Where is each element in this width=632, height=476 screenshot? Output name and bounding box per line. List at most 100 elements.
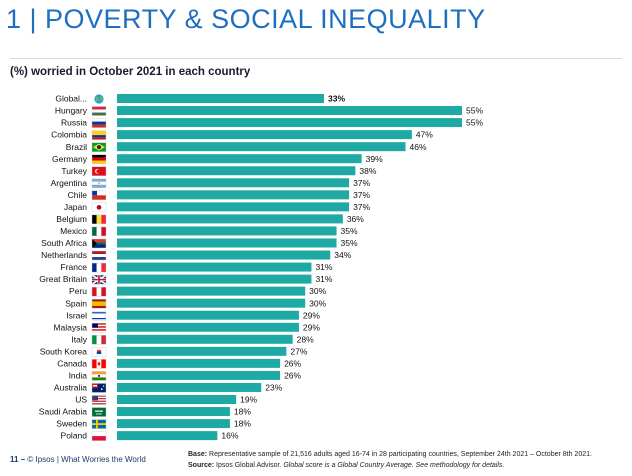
page-separator: – <box>20 455 26 464</box>
category-label-belgium: Belgium <box>56 214 87 224</box>
bar-chile <box>117 190 350 200</box>
category-label-india: India <box>69 371 88 381</box>
value-label-south-korea: 27% <box>290 346 307 356</box>
germany-flag-icon <box>91 154 107 164</box>
bar-mexico <box>117 226 337 236</box>
category-label-great-britain: Great Britain <box>39 274 87 284</box>
bar-sweden <box>117 419 230 429</box>
bar-belgium <box>117 214 343 224</box>
category-label-brazil: Brazil <box>66 142 87 152</box>
page-number: 11 <box>10 455 19 464</box>
value-label-sweden: 18% <box>234 419 251 429</box>
value-label-spain: 30% <box>309 298 326 308</box>
category-label-argentina: Argentina <box>51 178 88 188</box>
colombia-flag-icon <box>91 130 107 140</box>
value-label-chile: 37% <box>353 190 370 200</box>
bar-russia <box>117 118 462 128</box>
chart-subtitle: (%) worried in October 2021 in each coun… <box>10 66 251 78</box>
source-label: Source: <box>188 462 215 469</box>
bar-south-korea <box>117 346 287 356</box>
value-label-south-africa: 35% <box>341 238 358 248</box>
value-label-israel: 29% <box>303 310 320 320</box>
bar-canada <box>117 358 281 368</box>
bar-italy <box>117 334 293 344</box>
category-label-japan: Japan <box>64 202 87 212</box>
category-label-mexico: Mexico <box>60 226 87 236</box>
category-label-peru: Peru <box>69 286 87 296</box>
value-label-global: 33% <box>328 94 345 104</box>
south-korea-flag-icon <box>91 347 107 357</box>
turkey-flag-icon <box>91 166 107 176</box>
brand-text: © Ipsos | What Worries the World <box>27 455 146 464</box>
us-flag-icon <box>91 395 107 405</box>
value-label-italy: 28% <box>297 334 314 344</box>
category-label-israel: Israel <box>66 310 87 320</box>
value-label-peru: 30% <box>309 286 326 296</box>
value-label-germany: 39% <box>366 154 383 164</box>
australia-flag-icon <box>91 383 107 393</box>
bar-japan <box>117 202 350 212</box>
base-note: Base: Representative sample of 21,516 ad… <box>188 449 592 460</box>
value-label-brazil: 46% <box>410 142 427 152</box>
italy-flag-icon <box>91 335 107 345</box>
bar-great-britain <box>117 274 312 284</box>
bar-australia <box>117 382 262 392</box>
category-label-hungary: Hungary <box>55 106 88 116</box>
value-label-mexico: 35% <box>341 226 358 236</box>
value-label-colombia: 47% <box>416 130 433 140</box>
poland-flag-icon <box>91 431 107 441</box>
value-label-france: 31% <box>315 262 332 272</box>
header-divider <box>10 58 622 59</box>
value-label-poland: 16% <box>221 431 238 441</box>
bar-peru <box>117 286 306 296</box>
bar-colombia <box>117 130 412 140</box>
brazil-flag-icon <box>91 142 107 152</box>
value-label-netherlands: 34% <box>334 250 351 260</box>
bar-argentina <box>117 178 350 188</box>
footer-notes: Base: Representative sample of 21,516 ad… <box>188 449 592 471</box>
japan-flag-icon <box>91 202 107 213</box>
category-label-us: US <box>75 395 87 405</box>
category-label-spain: Spain <box>65 298 87 308</box>
value-label-australia: 23% <box>265 383 282 393</box>
bar-saudi-arabia <box>117 407 230 417</box>
bar-poland <box>117 431 218 441</box>
bar-brazil <box>117 142 406 152</box>
saudi-arabia-flag-icon <box>91 407 107 417</box>
category-label-malaysia: Malaysia <box>53 322 87 332</box>
value-label-argentina: 37% <box>353 178 370 188</box>
value-label-turkey: 38% <box>359 166 376 176</box>
globe-icon <box>94 94 104 104</box>
hungary-flag-icon <box>91 106 107 116</box>
argentina-flag-icon <box>91 178 107 188</box>
base-text: Representative sample of 21,516 adults a… <box>209 451 592 458</box>
value-label-india: 26% <box>284 371 301 381</box>
russia-flag-icon <box>91 118 107 128</box>
bar-germany <box>117 154 362 164</box>
malaysia-flag-icon <box>91 323 107 333</box>
bar-global <box>117 94 324 103</box>
value-label-hungary: 55% <box>466 106 483 116</box>
bar-france <box>117 262 312 272</box>
bar-hungary <box>117 106 462 116</box>
chile-flag-icon <box>91 190 107 201</box>
category-label-russia: Russia <box>61 118 87 128</box>
value-label-saudi-arabia: 18% <box>234 407 251 417</box>
bar-south-africa <box>117 238 337 248</box>
category-label-chile: Chile <box>68 190 88 200</box>
footer-brand: 11 – © Ipsos | What Worries the World <box>10 455 146 464</box>
bar-israel <box>117 310 299 320</box>
source-note: Source: Ipsos Global Advisor. Global sco… <box>188 460 592 471</box>
category-label-turkey: Turkey <box>61 166 87 176</box>
canada-flag-icon <box>91 359 107 369</box>
bar-netherlands <box>117 250 331 260</box>
base-label: Base: <box>188 451 208 458</box>
category-label-south-africa: South Africa <box>41 238 87 248</box>
category-label-canada: Canada <box>57 358 87 368</box>
bar-chart: Global... 33% Hungary 55% Russia 55% Colombia 4… <box>39 94 483 441</box>
south-africa-flag-icon <box>91 238 107 249</box>
category-label-australia: Australia <box>54 383 87 393</box>
bar-malaysia <box>117 322 299 332</box>
israel-flag-icon <box>91 311 107 321</box>
india-flag-icon <box>91 371 107 381</box>
